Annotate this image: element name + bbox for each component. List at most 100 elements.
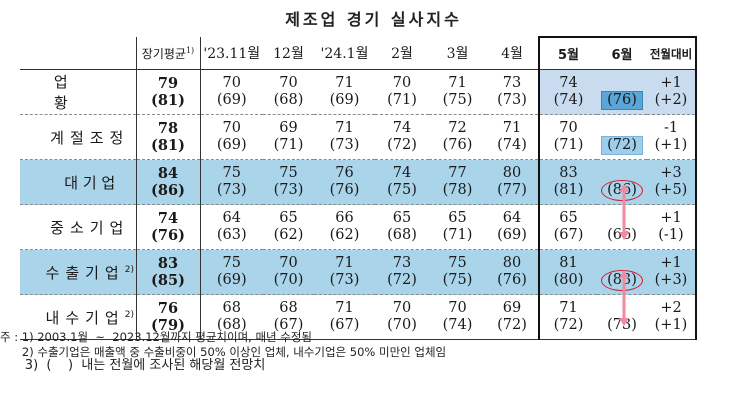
value-forecast: (-1) [658, 227, 684, 243]
value-actual: 71 [335, 120, 354, 136]
cell-4월: 64 (69) [486, 204, 539, 250]
cell-3월: 77 (78) [429, 159, 486, 205]
cell-6월: (86) [597, 159, 647, 205]
value-actual: 83 [559, 165, 578, 181]
cell-241월: 76 (76) [314, 159, 375, 205]
value-actual: 70 [559, 120, 578, 136]
survey-index-table: 장기평균1) '23.11월 12월 '24.1월 2월 3월 4월 5월 6월… [20, 36, 697, 340]
table-row-sme: 중소기업 74 (76) 64 (63) 65 (62) 66 (62) 65 (68) 65 (71)… [20, 204, 697, 250]
value-forecast: (69) [329, 92, 360, 108]
cell-4월: 80 (77) [486, 159, 539, 205]
value-forecast: (71) [387, 92, 417, 108]
value-forecast: (+2) [654, 92, 688, 108]
cell-2311월: 70 (69) [200, 114, 263, 160]
cell-2311월: 75 (69) [200, 249, 263, 295]
table-row-export-firms: 수출기업2) 83 (85) 75 (69) 70 (70) 71 (73) 73 (72) 75 (7… [20, 249, 697, 295]
value-actual: 74 [392, 120, 412, 136]
value-forecast: (77) [497, 182, 527, 198]
value-actual: 70 [448, 300, 467, 316]
col-header-mom-change: 전월대비 [647, 36, 697, 70]
row-label: 업 황 [20, 69, 137, 115]
cell-12월: 70 (68) [263, 69, 314, 115]
value-forecast: (+1) [654, 137, 688, 153]
value-actual: 76 [335, 165, 354, 181]
row-label: 내수기업2) [20, 294, 137, 340]
value-forecast: (67) [553, 227, 584, 243]
value-forecast: (70) [273, 272, 304, 288]
value-actual: 73 [502, 75, 522, 91]
value-actual: 68 [279, 300, 298, 316]
value-forecast: (76) [442, 137, 473, 153]
cell-3월: 70 (74) [429, 294, 486, 340]
value-forecast: (69) [216, 92, 247, 108]
value-forecast: (75) [442, 272, 473, 288]
value-actual: +1 [660, 75, 682, 91]
value-actual: 70 [222, 75, 241, 91]
row-label: 대 기 업 [20, 159, 137, 205]
value-forecast: (71) [553, 137, 584, 153]
cell-5월: 83 (81) [538, 159, 597, 205]
table-title: 제조업 경기 실사지수 [285, 10, 462, 29]
value-actual: +2 [660, 300, 682, 316]
value-forecast: (62) [273, 227, 304, 243]
value-actual [597, 163, 647, 180]
value-actual: 74 [392, 165, 412, 181]
cell-장기평균: 76 (79) [136, 294, 201, 340]
value-forecast: (79) [151, 317, 185, 334]
cell-6월: (72) [597, 114, 647, 160]
row-label: 중소기업 [20, 204, 137, 250]
value-actual [597, 119, 647, 136]
value-forecast: (76) [329, 182, 360, 198]
cell-2311월: 68 (68) [200, 294, 263, 340]
value-forecast: (86) [151, 182, 185, 199]
col-header-long-avg: 장기평균1) [136, 37, 201, 70]
value-forecast: (+5) [654, 182, 688, 198]
value-actual: 65 [392, 210, 412, 226]
cell-장기평균: 74 (76) [136, 204, 201, 250]
cell-12월: 68 (67) [263, 294, 314, 340]
value-actual: 65 [559, 210, 578, 226]
cell-2311월: 75 (73) [200, 159, 263, 205]
value-actual: 76 [157, 300, 179, 317]
value-actual: 73 [392, 255, 412, 271]
value-forecast: (63) [216, 227, 247, 243]
value-forecast: (74) [553, 92, 584, 108]
value-forecast: (76) [497, 272, 527, 288]
cell-2월: 73 (72) [375, 249, 429, 295]
footnote-3: 3) ( ) 내는 전월에 조사된 해당월 전망치 [0, 358, 266, 373]
value-forecast: (85) [151, 272, 185, 289]
cell-전월대비: +1 (+2) [647, 69, 697, 115]
value-forecast: (71) [442, 227, 473, 243]
value-forecast: (68) [273, 92, 304, 108]
cell-241월: 71 (69) [314, 69, 375, 115]
cell-12월: 70 (70) [263, 249, 314, 295]
cell-3월: 75 (75) [429, 249, 486, 295]
cell-4월: 69 (72) [486, 294, 539, 340]
cell-장기평균: 79 (81) [136, 69, 201, 115]
value-actual [597, 253, 647, 270]
cell-3월: 72 (76) [429, 114, 486, 160]
value-forecast: (73) [216, 182, 247, 198]
cell-4월: 80 (76) [486, 249, 539, 295]
value-forecast: (73) [329, 137, 360, 153]
value-forecast: (80) [553, 272, 584, 288]
cell-5월: 81 (80) [538, 249, 597, 295]
cell-장기평균: 84 (86) [136, 159, 201, 205]
value-actual: 71 [502, 120, 522, 136]
cell-장기평균: 78 (81) [136, 114, 201, 160]
value-actual: 71 [335, 300, 354, 316]
value-actual: 84 [157, 165, 179, 182]
cell-전월대비: +1 (+3) [647, 249, 697, 295]
table-row-overall: 업 황 79 (81) 70 (69) 70 (68) 71 (69) 70 (71) 71 (75) 7… [20, 69, 697, 115]
table-row-seasonally-adjusted: 계절조정 78 (81) 70 (69) 69 (71) 71 (73) 74 (72) 72 (76)… [20, 114, 697, 160]
value-forecast: (72) [497, 317, 527, 333]
value-actual: 70 [392, 75, 412, 91]
value-actual: -1 [663, 120, 679, 136]
value-forecast: (69) [216, 137, 247, 153]
value-actual: 71 [559, 300, 578, 316]
value-actual: 70 [222, 120, 241, 136]
value-forecast: (73) [273, 182, 304, 198]
value-actual: 70 [279, 255, 298, 271]
value-actual: 75 [279, 165, 298, 181]
value-actual: 75 [448, 255, 467, 271]
